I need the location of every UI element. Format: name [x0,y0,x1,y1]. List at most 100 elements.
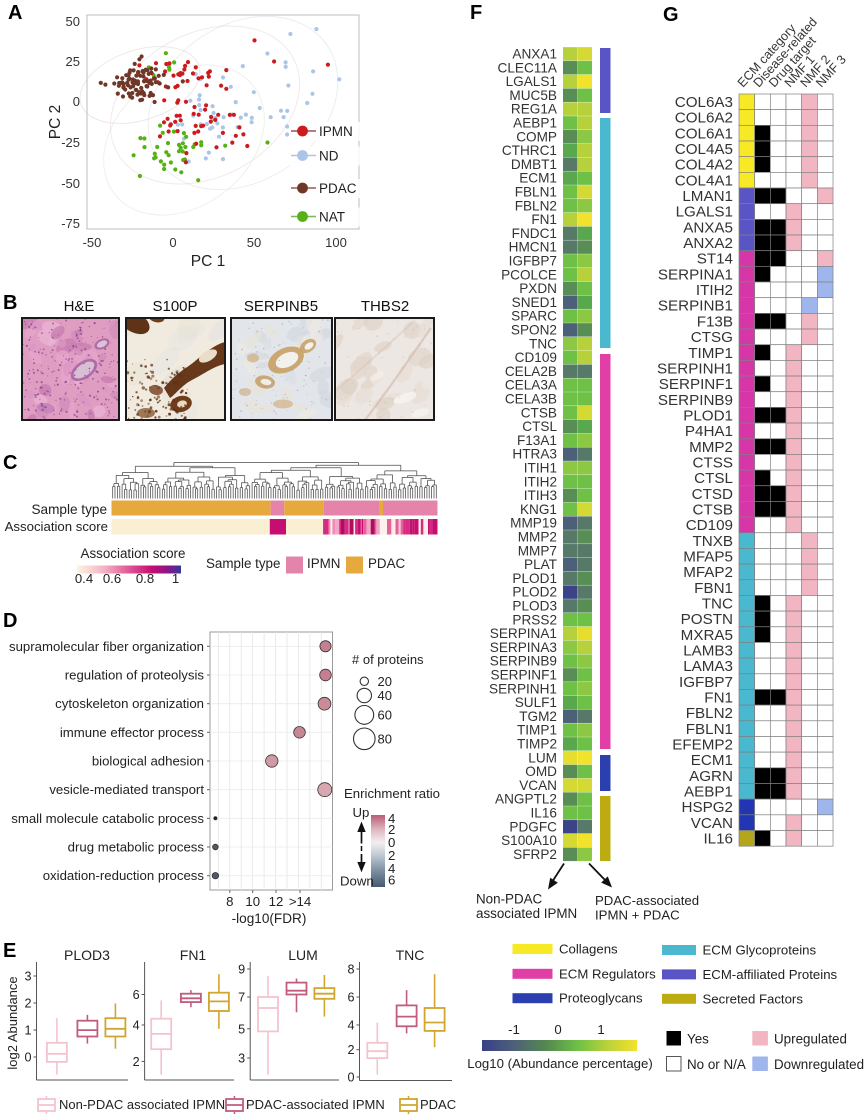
svg-text:CLEC11A: CLEC11A [498,60,558,75]
svg-text:PLOD2: PLOD2 [512,585,557,600]
svg-text:ST14: ST14 [697,251,733,268]
svg-text:0: 0 [347,1071,354,1085]
svg-text:COL4A2: COL4A2 [675,157,733,174]
svg-text:LAMA3: LAMA3 [683,658,733,675]
svg-text:LMAN1: LMAN1 [682,188,733,205]
svg-text:FBN1: FBN1 [694,580,733,597]
svg-text:SERPINH1: SERPINH1 [489,681,557,696]
svg-text:12: 12 [269,894,284,909]
svg-text:1: 1 [597,1022,604,1037]
svg-text:OMD: OMD [525,764,557,779]
svg-text:Down: Down [340,874,374,889]
svg-text:2: 2 [347,1043,354,1057]
svg-text:-50: -50 [61,176,80,191]
svg-text:8: 8 [226,894,233,909]
svg-text:LGALS1: LGALS1 [676,204,733,221]
svg-text:COL4A5: COL4A5 [675,141,733,158]
svg-text:SERPINH1: SERPINH1 [657,360,733,377]
svg-text:TNC: TNC [529,336,557,351]
svg-text:No or N/A: No or N/A [687,1057,746,1072]
svg-text:4: 4 [347,1019,354,1033]
svg-text:80: 80 [378,731,392,746]
svg-text:1: 1 [24,1024,31,1038]
svg-text:IPMN + PDAC: IPMN + PDAC [595,908,680,923]
svg-text:-50: -50 [83,235,102,250]
svg-text:SULF1: SULF1 [515,695,557,710]
svg-text:KNG1: KNG1 [520,502,557,517]
svg-text:7: 7 [238,991,245,1005]
svg-text:CELA2B: CELA2B [505,364,557,379]
svg-text:small molecule catabolic proce: small molecule catabolic process [11,811,204,826]
svg-text:drug metabolic process: drug metabolic process [68,840,205,855]
svg-text:MFAP5: MFAP5 [683,549,733,566]
svg-text:Yes: Yes [687,1032,709,1047]
svg-text:PDAC: PDAC [420,1097,456,1112]
svg-text:4: 4 [133,1019,140,1033]
svg-text:AGRN: AGRN [689,768,733,785]
svg-text:PLOD3: PLOD3 [512,599,557,614]
svg-text:ECM Glycoproteins: ECM Glycoproteins [703,943,817,958]
svg-text:TNXB: TNXB [692,533,733,550]
svg-text:SERPINA1: SERPINA1 [490,626,557,641]
svg-text:CTSB: CTSB [692,502,733,519]
svg-text:PC 2: PC 2 [47,105,64,139]
svg-text:DMBT1: DMBT1 [511,157,557,172]
svg-text:CTHRC1: CTHRC1 [502,143,557,158]
svg-text:ND: ND [319,149,339,164]
svg-text:FBLN1: FBLN1 [686,721,733,738]
svg-text:0.6: 0.6 [103,571,121,586]
svg-text:EFEMP2: EFEMP2 [672,737,733,754]
svg-text:PDGFC: PDGFC [509,819,557,834]
svg-text:PC 1: PC 1 [191,253,225,270]
svg-text:ECM1: ECM1 [691,752,733,769]
svg-text:IGFBP7: IGFBP7 [509,254,557,269]
svg-text:20: 20 [378,674,392,689]
svg-text:COL6A3: COL6A3 [675,94,733,111]
svg-text:0.4: 0.4 [75,571,93,586]
svg-text:Enrichment ratio: Enrichment ratio [344,786,440,801]
svg-text:>14: >14 [289,894,311,909]
svg-text:50: 50 [66,14,80,29]
svg-text:40: 40 [378,688,392,703]
svg-text:biological adhesion: biological adhesion [92,754,204,769]
svg-text:FN1: FN1 [180,947,207,963]
svg-text:PDAC: PDAC [319,181,357,196]
svg-text:6: 6 [133,988,140,1002]
svg-text:SERPINA1: SERPINA1 [658,266,733,283]
svg-text:SFRP2: SFRP2 [513,847,557,862]
svg-text:MFAP2: MFAP2 [683,564,733,581]
svg-text:5: 5 [238,1022,245,1036]
svg-text:2: 2 [133,1055,140,1069]
svg-text:ITIH3: ITIH3 [524,488,557,503]
svg-text:vesicle-mediated transport: vesicle-mediated transport [49,782,204,797]
svg-text:0: 0 [169,235,176,250]
svg-text:S100P: S100P [152,298,197,315]
svg-text:ANXA1: ANXA1 [512,47,557,62]
svg-text:CTSL: CTSL [694,470,733,487]
svg-text:HTRA3: HTRA3 [512,447,557,462]
svg-text:SERPINF1: SERPINF1 [491,668,557,683]
svg-text:0: 0 [73,94,80,109]
svg-text:TGM2: TGM2 [519,709,557,724]
svg-text:MMP7: MMP7 [518,543,557,558]
svg-text:6: 6 [347,991,354,1005]
svg-text:Association score: Association score [5,519,108,534]
svg-text:IGFBP7: IGFBP7 [679,674,733,691]
svg-text:PLAT: PLAT [524,557,557,572]
svg-text:immune effector process: immune effector process [60,725,205,740]
svg-text:4: 4 [388,861,395,876]
svg-text:Sample type: Sample type [206,556,280,571]
svg-text:-75: -75 [61,216,80,231]
svg-text:0: 0 [554,1022,561,1037]
svg-text:SERPINB9: SERPINB9 [658,392,733,409]
svg-text:SERPINB9: SERPINB9 [490,654,557,669]
svg-text:MMP2: MMP2 [689,439,733,456]
svg-text:CTSB: CTSB [521,405,557,420]
svg-text:10: 10 [245,894,260,909]
svg-text:FNDC1: FNDC1 [512,226,557,241]
svg-text:CELA3A: CELA3A [505,378,558,393]
svg-text:CTSS: CTSS [692,454,733,471]
svg-text:Non-PDAC associated IPMN: Non-PDAC associated IPMN [59,1097,225,1112]
svg-text:F13B: F13B [697,313,733,330]
svg-text:100: 100 [325,235,347,250]
